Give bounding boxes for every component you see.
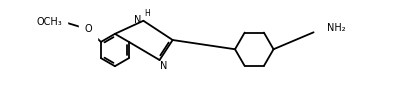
Text: N: N	[134, 15, 141, 25]
Text: H: H	[144, 9, 149, 18]
Text: N: N	[160, 61, 167, 71]
Text: NH₂: NH₂	[326, 23, 345, 33]
Text: O: O	[84, 24, 92, 34]
Text: OCH₃: OCH₃	[36, 17, 62, 26]
